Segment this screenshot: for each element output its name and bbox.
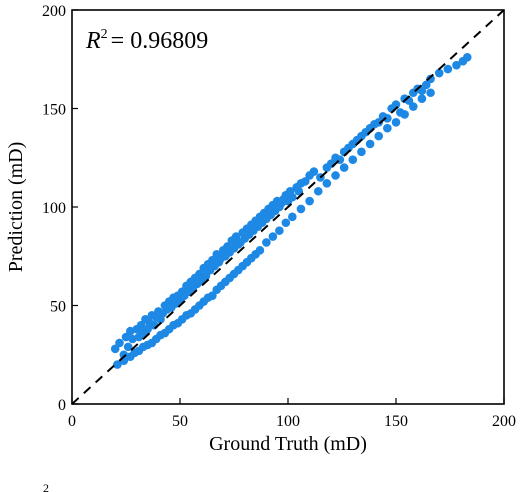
reference-diagonal-line — [71, 9, 505, 405]
data-point — [374, 117, 384, 127]
r-symbol: R — [85, 28, 101, 54]
data-point — [452, 60, 461, 70]
data-point — [119, 350, 129, 360]
r-squared-annotation: R2 = 0.96809 — [85, 27, 208, 54]
x-tick-label: 100 — [276, 413, 300, 430]
data-point — [383, 114, 392, 123]
y-tick-label: 100 — [42, 200, 66, 217]
x-tick-label: 200 — [492, 413, 516, 430]
data-point — [288, 192, 297, 202]
data-point — [294, 186, 304, 196]
data-point — [208, 291, 217, 300]
data-point — [275, 226, 284, 235]
x-tick-label: 50 — [172, 413, 188, 430]
y-tick-label: 50 — [50, 299, 66, 316]
y-tick-label: 0 — [58, 397, 66, 414]
data-point — [365, 139, 375, 149]
data-point — [309, 167, 319, 176]
data-point — [417, 94, 427, 103]
data-point — [136, 320, 146, 330]
data-point — [391, 117, 401, 127]
data-point — [348, 155, 358, 165]
data-point — [268, 232, 278, 241]
y-tick-label: 150 — [42, 102, 66, 119]
bottom-fragment: 2 — [43, 481, 49, 492]
y-tick-label: 200 — [42, 3, 66, 20]
data-point — [255, 246, 265, 255]
x-tick-label: 0 — [68, 413, 76, 430]
data-point — [391, 100, 401, 109]
data-point — [417, 86, 427, 96]
data-point — [296, 204, 306, 214]
data-point — [339, 163, 349, 172]
r-superscript: 2 — [101, 27, 108, 42]
data-point — [115, 338, 124, 348]
data-point — [128, 334, 137, 344]
data-point — [231, 232, 241, 241]
data-point — [383, 123, 392, 133]
data-point — [357, 147, 366, 157]
data-point — [305, 196, 314, 206]
data-point — [300, 177, 310, 186]
data-point — [281, 218, 291, 228]
data-point — [443, 64, 453, 74]
data-point — [288, 212, 297, 222]
data-point — [331, 171, 340, 180]
x-tick-label: 150 — [384, 413, 408, 430]
data-point — [123, 342, 133, 352]
y-axis-ticks: 0 50 100 150 200 — [42, 3, 78, 414]
data-point — [434, 68, 444, 78]
data-point — [426, 88, 435, 98]
data-point — [400, 110, 409, 119]
x-axis-label: Ground Truth (mD) — [209, 433, 367, 455]
data-point — [113, 360, 122, 369]
data-point — [462, 52, 472, 62]
data-point — [126, 326, 135, 336]
data-points — [110, 52, 472, 369]
data-point — [408, 102, 418, 111]
x-axis-ticks: 0 50 100 150 200 — [68, 398, 516, 430]
data-point — [121, 332, 131, 342]
data-point — [262, 238, 271, 247]
data-point — [313, 186, 323, 196]
data-point — [322, 179, 332, 188]
r-squared-value: = 0.96809 — [111, 28, 209, 54]
data-point — [201, 271, 211, 281]
data-point — [110, 344, 120, 354]
y-axis-label: Prediction (mD) — [5, 142, 27, 273]
data-point — [421, 80, 431, 90]
data-point — [374, 131, 384, 141]
data-point — [426, 74, 435, 84]
